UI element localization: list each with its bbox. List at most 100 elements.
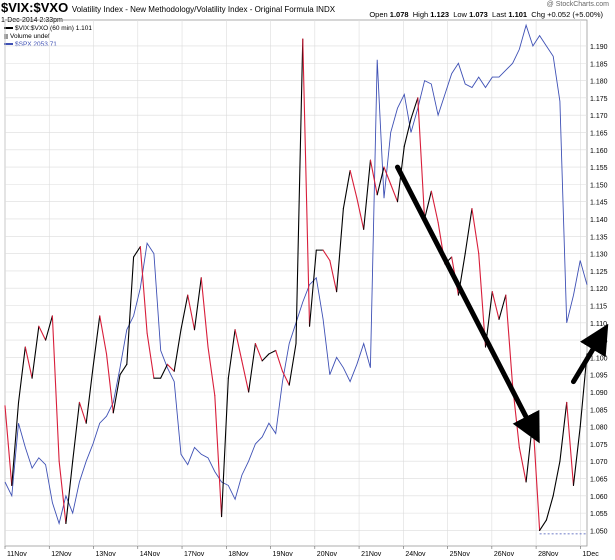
vix-segment [24, 346, 33, 379]
y-tick-label: 1.060 [590, 494, 608, 501]
vix-segment [221, 377, 229, 518]
vix-segment [369, 159, 378, 196]
plot-frame [4, 19, 588, 547]
vix-segment [390, 183, 399, 203]
x-tick-label: 17Nov [184, 551, 205, 558]
x-tick-label: 12Nov [51, 551, 72, 558]
x-tick-label: 11Nov [7, 551, 27, 558]
vix-segment [11, 401, 20, 486]
vix-segment [545, 495, 554, 521]
vix-segment [322, 249, 331, 262]
high-value: 1.123 [430, 10, 450, 19]
vix-segment [308, 249, 317, 327]
y-tick-label: 1.150 [590, 182, 608, 189]
vix-segment [227, 329, 236, 379]
y-tick-label: 1.185 [590, 61, 608, 68]
y-tick-label: 1.050 [590, 528, 608, 535]
vix-segment [539, 519, 547, 531]
legend-item-volume: Volume undef [4, 33, 92, 41]
vix-segment [268, 349, 277, 355]
series-vix [4, 38, 588, 535]
vix-segment [146, 332, 155, 379]
legend-swatch [4, 33, 8, 39]
vix-segment [424, 190, 432, 220]
vix-segment [403, 118, 412, 147]
y-tick-label: 1.085 [590, 407, 608, 414]
y-tick-label: 1.080 [590, 425, 608, 432]
vix-segment [51, 315, 60, 462]
vix-segment [275, 349, 284, 372]
chg-value: +0.052 (+5.00%) [547, 10, 603, 19]
vix-segment [261, 353, 270, 362]
x-tick-label: 19Nov [273, 551, 294, 558]
symbol: $VIX:$VXO [1, 0, 69, 15]
low-value: 1.073 [469, 10, 488, 19]
vix-segment [464, 208, 473, 255]
vix-segment [173, 329, 182, 372]
vix-segment [234, 329, 243, 362]
y-tick-label: 1.135 [590, 234, 608, 241]
ohlc-readout: Open 1.078 High 1.123 Low 1.073 Last 1.1… [369, 10, 603, 19]
vix-segment [193, 277, 202, 331]
x-tick-label: 25Nov [450, 551, 471, 558]
y-tick-label: 1.190 [590, 44, 608, 51]
x-tick-label: 21Nov [361, 551, 382, 558]
y-tick-label: 1.140 [590, 217, 608, 224]
y-tick-label: 1.180 [590, 79, 608, 86]
spx-line [4, 23, 588, 526]
vix-segment [383, 166, 392, 185]
vix-segment [72, 401, 80, 462]
vix-segment [376, 166, 385, 196]
y-tick-label: 1.110 [590, 321, 607, 328]
annotation-arrow [395, 164, 540, 444]
vix-segment [281, 370, 290, 386]
y-tick-label: 1.155 [590, 165, 608, 172]
vix-segment [133, 246, 141, 258]
y-axis: 1.050 1.055 1.060 1.065 1.070 1.075 1.080 1.085… [590, 44, 608, 535]
last-label: Last [492, 10, 507, 19]
vix-segment [254, 343, 263, 362]
vix-segment [302, 38, 311, 327]
vix-segment [112, 374, 121, 414]
x-tick-label: 20Nov [317, 551, 338, 558]
vix-segment [45, 315, 53, 341]
x-tick-label: 1Dec [582, 551, 599, 558]
y-tick-label: 1.120 [590, 286, 608, 293]
vix-segment [518, 446, 527, 483]
high-label: High [412, 10, 429, 19]
symbol-description: Volatility Index - New Methodology/Volat… [71, 5, 336, 14]
vix-segment [288, 343, 297, 386]
legend-item-vix: $VIX:$VXO (60 min) 1.101 [4, 25, 92, 33]
vix-segment [248, 343, 256, 393]
vix-segment [214, 394, 223, 518]
vix-segment [58, 460, 67, 525]
grid [4, 19, 588, 547]
vix-segment [295, 38, 304, 345]
vix-segment [552, 460, 561, 497]
vix-segment [471, 208, 480, 255]
legend-label: Volume undef [10, 33, 50, 40]
vix-segment [160, 363, 168, 379]
vix-segment [356, 197, 365, 230]
y-tick-label: 1.075 [590, 442, 608, 449]
vix-segment [92, 315, 101, 369]
chart-title: $VIX:$VXO Volatility Index - New Methodo… [1, 0, 335, 15]
watermark: @ StockCharts.com [546, 1, 609, 8]
vix-segment [85, 367, 94, 424]
chg-label: Chg [531, 10, 546, 19]
y-tick-label: 1.065 [590, 477, 608, 484]
vix-segment [105, 353, 114, 414]
vix-segment [31, 325, 40, 379]
vix-segment [579, 353, 588, 428]
last-value: 1.101 [508, 10, 528, 19]
vix-segment [139, 246, 148, 334]
legend-swatch [4, 43, 13, 46]
vix-segment [363, 159, 371, 230]
vix-segment [430, 190, 439, 223]
low-label: Low [453, 10, 467, 19]
chart-date: 1-Dec-2014 2:33pm [1, 17, 63, 24]
series-spx [4, 23, 588, 526]
vix-segment [329, 259, 338, 293]
vix-segment [4, 405, 13, 486]
